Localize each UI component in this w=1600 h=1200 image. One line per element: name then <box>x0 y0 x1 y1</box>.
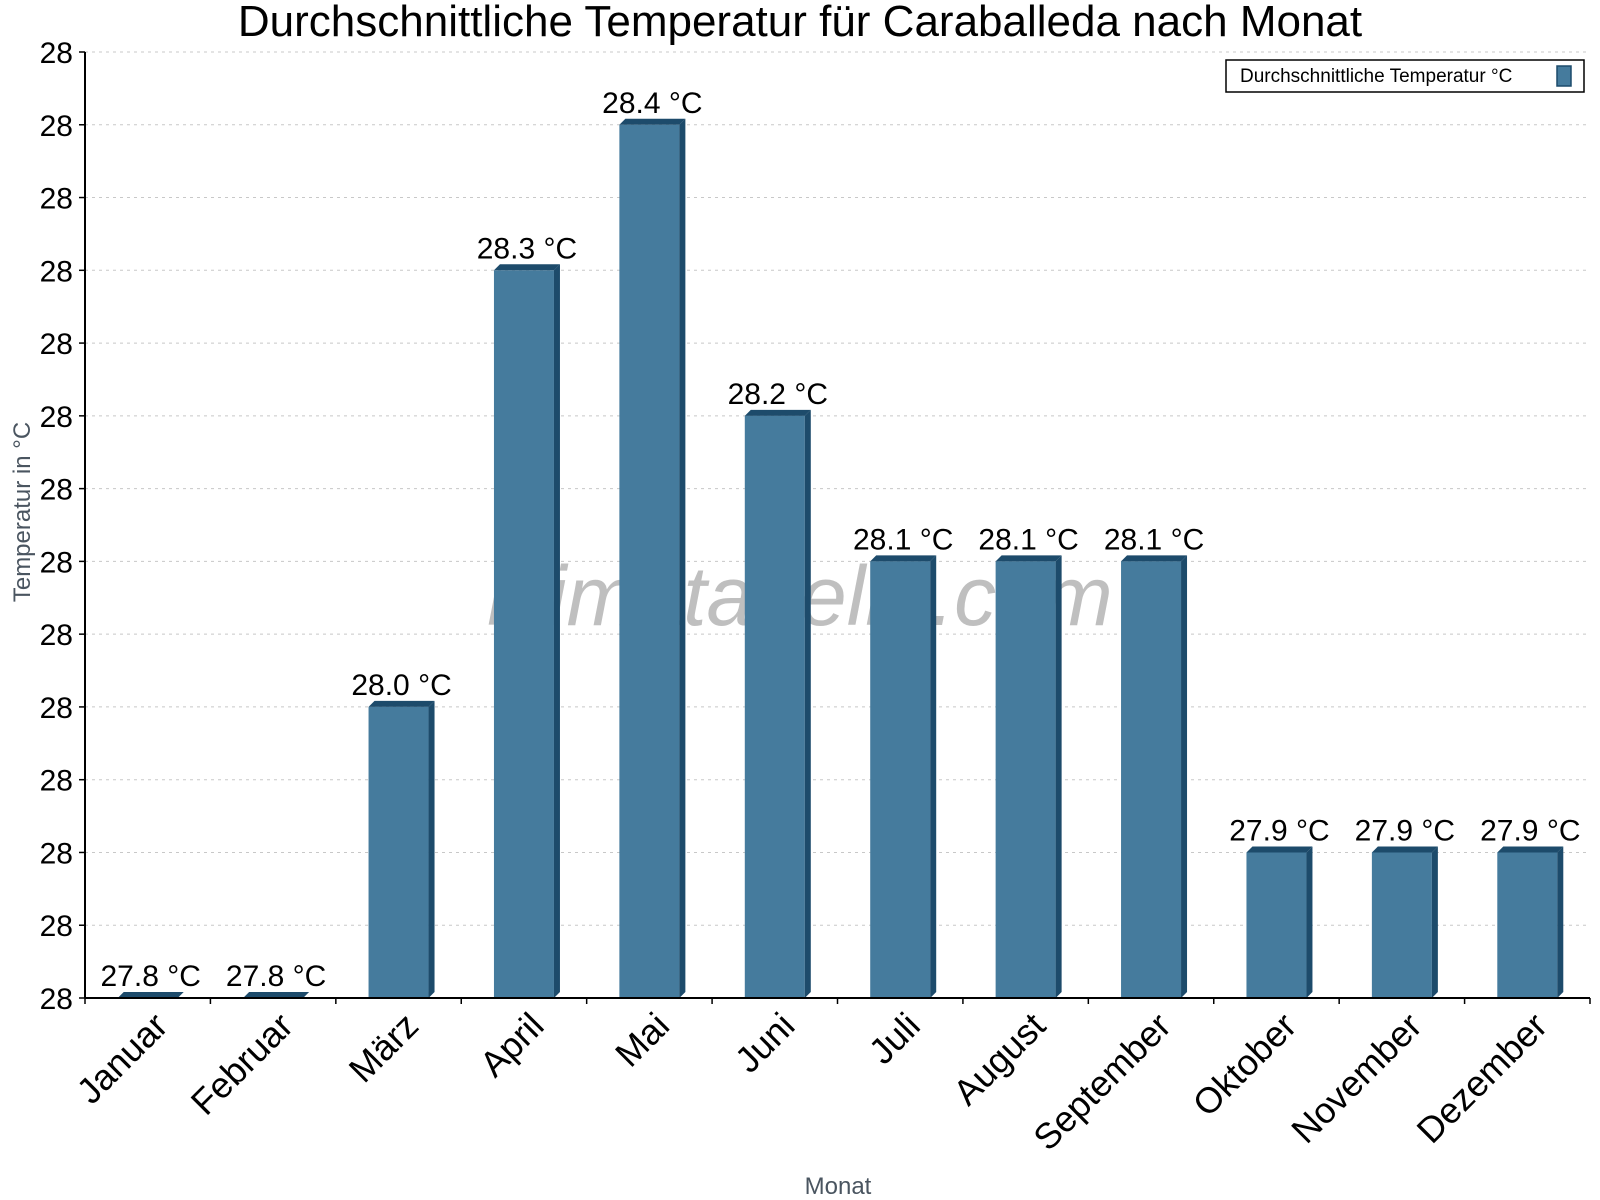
x-tick-label: Dezember <box>1409 1005 1555 1151</box>
bar-face <box>744 415 805 998</box>
bar-top <box>493 264 560 271</box>
bar-top <box>1246 846 1313 853</box>
data-label: 27.8 °C <box>101 960 201 993</box>
bar-face <box>1246 852 1307 998</box>
x-tick-label: Mai <box>607 1005 677 1075</box>
bar <box>1246 846 1313 998</box>
bar-top <box>870 555 937 562</box>
chart-title: Durchschnittliche Temperatur für Carabal… <box>238 0 1362 46</box>
y-axis-label: Temperatur in °C <box>9 422 36 602</box>
data-label: 27.8 °C <box>226 960 326 993</box>
bar-face <box>1371 852 1432 998</box>
bar <box>368 700 435 998</box>
data-labels: 27.8 °C 27.8 °C 28.0 °C 28.3 °C 28.4 °C 28.2 … <box>101 87 1581 993</box>
y-tick-labels: 28 28 28 28 28 28 28 28 28 28 28 28 28 28 <box>40 37 85 1016</box>
data-label: 27.9 °C <box>1229 814 1329 847</box>
y-tick-label: 28 <box>40 619 73 652</box>
legend: Durchschnittliche Temperatur °C <box>1225 59 1585 93</box>
bar-side <box>804 409 811 998</box>
bar-side <box>1181 555 1188 998</box>
bar-side <box>679 118 686 999</box>
data-label: 28.2 °C <box>728 378 828 411</box>
bar-face <box>1121 561 1182 998</box>
x-tick-label: August <box>945 1005 1053 1113</box>
bar <box>1371 846 1438 998</box>
bar <box>243 992 310 998</box>
x-tick-label: Februar <box>183 1005 301 1123</box>
data-label: 27.9 °C <box>1355 814 1455 847</box>
gridlines <box>85 51 1590 926</box>
data-label: 28.1 °C <box>978 523 1078 556</box>
bar-face <box>995 561 1056 998</box>
x-tick-labels: Januar Februar März April Mai Juni Juli AugustS… <box>69 1005 1555 1159</box>
bar-top <box>995 555 1062 562</box>
data-label: 28.1 °C <box>853 523 953 556</box>
bar-face <box>1497 852 1558 998</box>
bar-side <box>1431 846 1438 998</box>
bar-side <box>553 264 560 998</box>
legend-swatch <box>1556 65 1572 87</box>
bar-top <box>243 992 310 998</box>
bar-top <box>744 409 811 416</box>
bar-top <box>1121 555 1188 562</box>
x-tick-label: Juli <box>861 1005 928 1072</box>
x-tick-label: Oktober <box>1185 1005 1305 1125</box>
y-tick-label: 28 <box>40 765 73 798</box>
data-label: 28.0 °C <box>351 669 451 702</box>
bar-top <box>1497 846 1564 853</box>
bar <box>117 992 184 998</box>
y-tick-label: 28 <box>40 37 73 70</box>
y-tick-label: 28 <box>40 837 73 870</box>
y-tick-label: 28 <box>40 328 73 361</box>
y-tick-label: 28 <box>40 183 73 216</box>
axes <box>84 52 1591 1004</box>
bar <box>870 555 937 998</box>
x-tick-label: April <box>472 1005 552 1085</box>
bar <box>1121 555 1188 998</box>
bar-face <box>619 124 680 999</box>
bar <box>493 264 560 998</box>
y-tick-label: 28 <box>40 255 73 288</box>
bars <box>117 118 1564 999</box>
bar <box>619 118 686 999</box>
data-label: 27.9 °C <box>1480 814 1580 847</box>
bar-side <box>1557 846 1564 998</box>
bar <box>744 409 811 998</box>
x-tick-label: September <box>1025 1005 1179 1159</box>
y-tick-label: 28 <box>40 474 73 507</box>
y-tick-label: 28 <box>40 983 73 1016</box>
bar-top <box>117 992 184 998</box>
bar-face <box>493 270 554 998</box>
bar-top <box>1371 846 1438 853</box>
x-tick-label: Januar <box>69 1005 176 1112</box>
data-label: 28.1 °C <box>1104 523 1204 556</box>
bar-top <box>368 700 435 707</box>
legend-box <box>1225 59 1585 93</box>
bar <box>1497 846 1564 998</box>
bar-top <box>619 118 686 125</box>
bar <box>995 555 1062 998</box>
y-tick-label: 28 <box>40 910 73 943</box>
bar-face <box>368 706 429 998</box>
legend-label: Durchschnittliche Temperatur °C <box>1240 66 1512 87</box>
x-tick-label: Juni <box>727 1005 803 1081</box>
bar-face <box>870 561 931 998</box>
bar-side <box>428 700 435 998</box>
bar-side <box>1055 555 1062 998</box>
x-axis-label: Monat <box>805 1173 872 1200</box>
bar-side <box>930 555 937 998</box>
x-tick-label: März <box>341 1005 427 1091</box>
data-label: 28.4 °C <box>602 87 702 120</box>
x-tick-label: November <box>1283 1005 1429 1151</box>
y-tick-label: 28 <box>40 692 73 725</box>
y-tick-label: 28 <box>40 110 73 143</box>
y-tick-label: 28 <box>40 401 73 434</box>
data-label: 28.3 °C <box>477 232 577 265</box>
bar-side <box>1306 846 1313 998</box>
y-tick-label: 28 <box>40 546 73 579</box>
